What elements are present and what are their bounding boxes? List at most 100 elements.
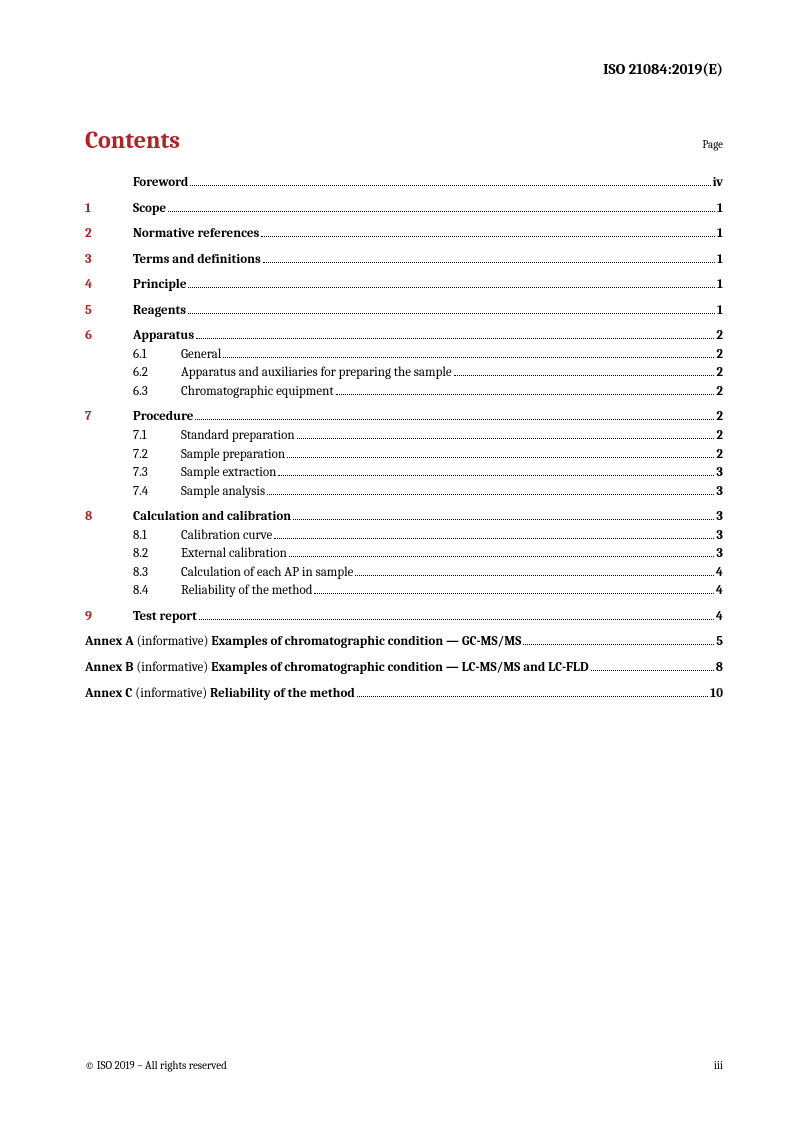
toc-dot-leader — [267, 494, 714, 495]
toc-subsection-number: 8.3 — [133, 564, 181, 582]
toc-dot-leader — [196, 338, 714, 339]
toc-subsection-number: 7.2 — [133, 446, 181, 464]
toc-dot-leader — [199, 619, 714, 620]
toc-subsection-title: Calibration curve — [181, 527, 272, 545]
toc-entry: 8.3Calculation of each AP in sample4 — [85, 564, 723, 582]
toc-entry: Forewordiv — [85, 174, 723, 192]
toc-section-number: 4 — [85, 276, 133, 294]
toc-page-number: 2 — [716, 427, 723, 445]
toc-entry: 8.1Calibration curve 3 — [85, 527, 723, 545]
toc-entry: 4Principle1 — [85, 276, 723, 294]
toc-entry: 8.4Reliability of the method 4 — [85, 582, 723, 600]
toc-page-number: 10 — [710, 685, 723, 703]
toc-annex-prefix: Annex B — [85, 660, 136, 675]
toc-entry: 6.1General2 — [85, 346, 723, 364]
toc-dot-leader — [223, 357, 714, 358]
toc-dot-leader — [261, 236, 715, 237]
toc-page-number: 1 — [717, 251, 723, 269]
toc-section-title: Apparatus — [133, 327, 194, 345]
toc-entry: 7.3Sample extraction3 — [85, 464, 723, 482]
toc-subsection-title: Reliability of the method — [181, 582, 312, 600]
toc-subsection-title: External calibration — [181, 545, 287, 563]
toc-page-number: 3 — [716, 527, 723, 545]
toc-page-number: 2 — [716, 446, 723, 464]
toc-subsection-number: 7.1 — [133, 427, 181, 445]
toc-annex-title: Reliability of the method — [210, 686, 355, 701]
toc-section-title: Scope — [133, 200, 166, 218]
page-footer: © ISO 2019 – All rights reserved iii — [85, 1059, 723, 1072]
toc-entry: Annex C (informative) Reliability of the… — [85, 685, 723, 703]
toc-section-title: Calculation and calibration — [133, 508, 291, 526]
toc-dot-leader — [289, 556, 715, 557]
toc-page-number: 1 — [717, 225, 723, 243]
toc-section-number: 3 — [85, 251, 133, 269]
toc-page-number: 4 — [716, 582, 723, 600]
page-column-label: Page — [702, 138, 723, 151]
toc-entry: Annex A (informative) Examples of chroma… — [85, 633, 723, 651]
toc-dot-leader — [188, 287, 715, 288]
toc-entry: 1Scope1 — [85, 200, 723, 218]
toc-dot-leader — [263, 262, 715, 263]
toc-entry: 7.1Standard preparation 2 — [85, 427, 723, 445]
toc-annex-prefix: Annex A — [85, 634, 137, 649]
toc-subsection-number: 8.4 — [133, 582, 181, 600]
toc-dot-leader — [355, 575, 713, 576]
toc-section-title: Reagents — [133, 302, 186, 320]
toc-annex-entry: Annex B (informative) Examples of chroma… — [85, 659, 589, 677]
toc-dot-leader — [357, 696, 708, 697]
toc-page-number: 3 — [716, 483, 723, 501]
toc-dot-leader — [287, 457, 714, 458]
toc-dot-leader — [454, 375, 715, 376]
toc-page-number: 3 — [716, 508, 723, 526]
table-of-contents: Forewordiv1Scope12Normative references13… — [85, 174, 723, 702]
toc-annex-title: Examples of chromatographic condition — … — [211, 660, 588, 675]
toc-subsection-number: 8.2 — [133, 545, 181, 563]
toc-page-number: 3 — [716, 464, 723, 482]
toc-entry: 8Calculation and calibration 3 — [85, 508, 723, 526]
toc-page-number: 5 — [716, 633, 723, 651]
toc-section-number: 8 — [85, 508, 133, 526]
toc-subsection-number: 6.1 — [133, 346, 181, 364]
toc-entry: 8.2External calibration 3 — [85, 545, 723, 563]
toc-dot-leader — [195, 419, 714, 420]
toc-section-title: Normative references — [133, 225, 259, 243]
toc-subsection-number: 6.2 — [133, 364, 181, 382]
toc-entry: 9Test report 4 — [85, 608, 723, 626]
toc-section-title: Terms and definitions — [133, 251, 261, 269]
toc-entry: 6.2Apparatus and auxiliaries for prepari… — [85, 364, 723, 382]
toc-page-number: 2 — [716, 383, 723, 401]
toc-entry: 6.3Chromatographic equipment2 — [85, 383, 723, 401]
toc-page-number: iv — [713, 174, 723, 192]
toc-page-number: 2 — [716, 364, 723, 382]
toc-page-number: 4 — [716, 608, 723, 626]
contents-header: Contents Page — [85, 126, 723, 154]
toc-page-number: 4 — [716, 564, 723, 582]
toc-page-number: 2 — [716, 408, 723, 426]
toc-section-number: 6 — [85, 327, 133, 345]
toc-dot-leader — [336, 394, 715, 395]
toc-subsection-number: 8.1 — [133, 527, 181, 545]
toc-section-number: 2 — [85, 225, 133, 243]
toc-page-number: 3 — [716, 545, 723, 563]
toc-subsection-number: 7.3 — [133, 464, 181, 482]
toc-section-title: Test report — [133, 608, 197, 626]
toc-section-number: 9 — [85, 608, 133, 626]
toc-subsection-title: Standard preparation — [181, 427, 295, 445]
toc-page-number: 1 — [717, 200, 723, 218]
toc-subsection-title: Apparatus and auxiliaries for preparing … — [181, 364, 452, 382]
toc-dot-leader — [168, 211, 715, 212]
toc-dot-leader — [314, 593, 713, 594]
toc-dot-leader — [591, 670, 714, 671]
toc-annex-prefix: Annex C — [85, 686, 135, 701]
toc-dot-leader — [278, 475, 714, 476]
toc-subsection-title: Chromatographic equipment — [181, 383, 334, 401]
toc-annex-entry: Annex C (informative) Reliability of the… — [85, 685, 355, 703]
toc-annex-title: Examples of chromatographic condition — … — [211, 634, 521, 649]
toc-subsection-title: Sample preparation — [181, 446, 285, 464]
toc-annex-info: (informative) — [137, 634, 212, 649]
toc-entry: 3Terms and definitions 1 — [85, 251, 723, 269]
toc-entry: 6Apparatus2 — [85, 327, 723, 345]
toc-annex-info: (informative) — [135, 686, 210, 701]
toc-dot-leader — [190, 185, 710, 186]
toc-dot-leader — [188, 313, 715, 314]
